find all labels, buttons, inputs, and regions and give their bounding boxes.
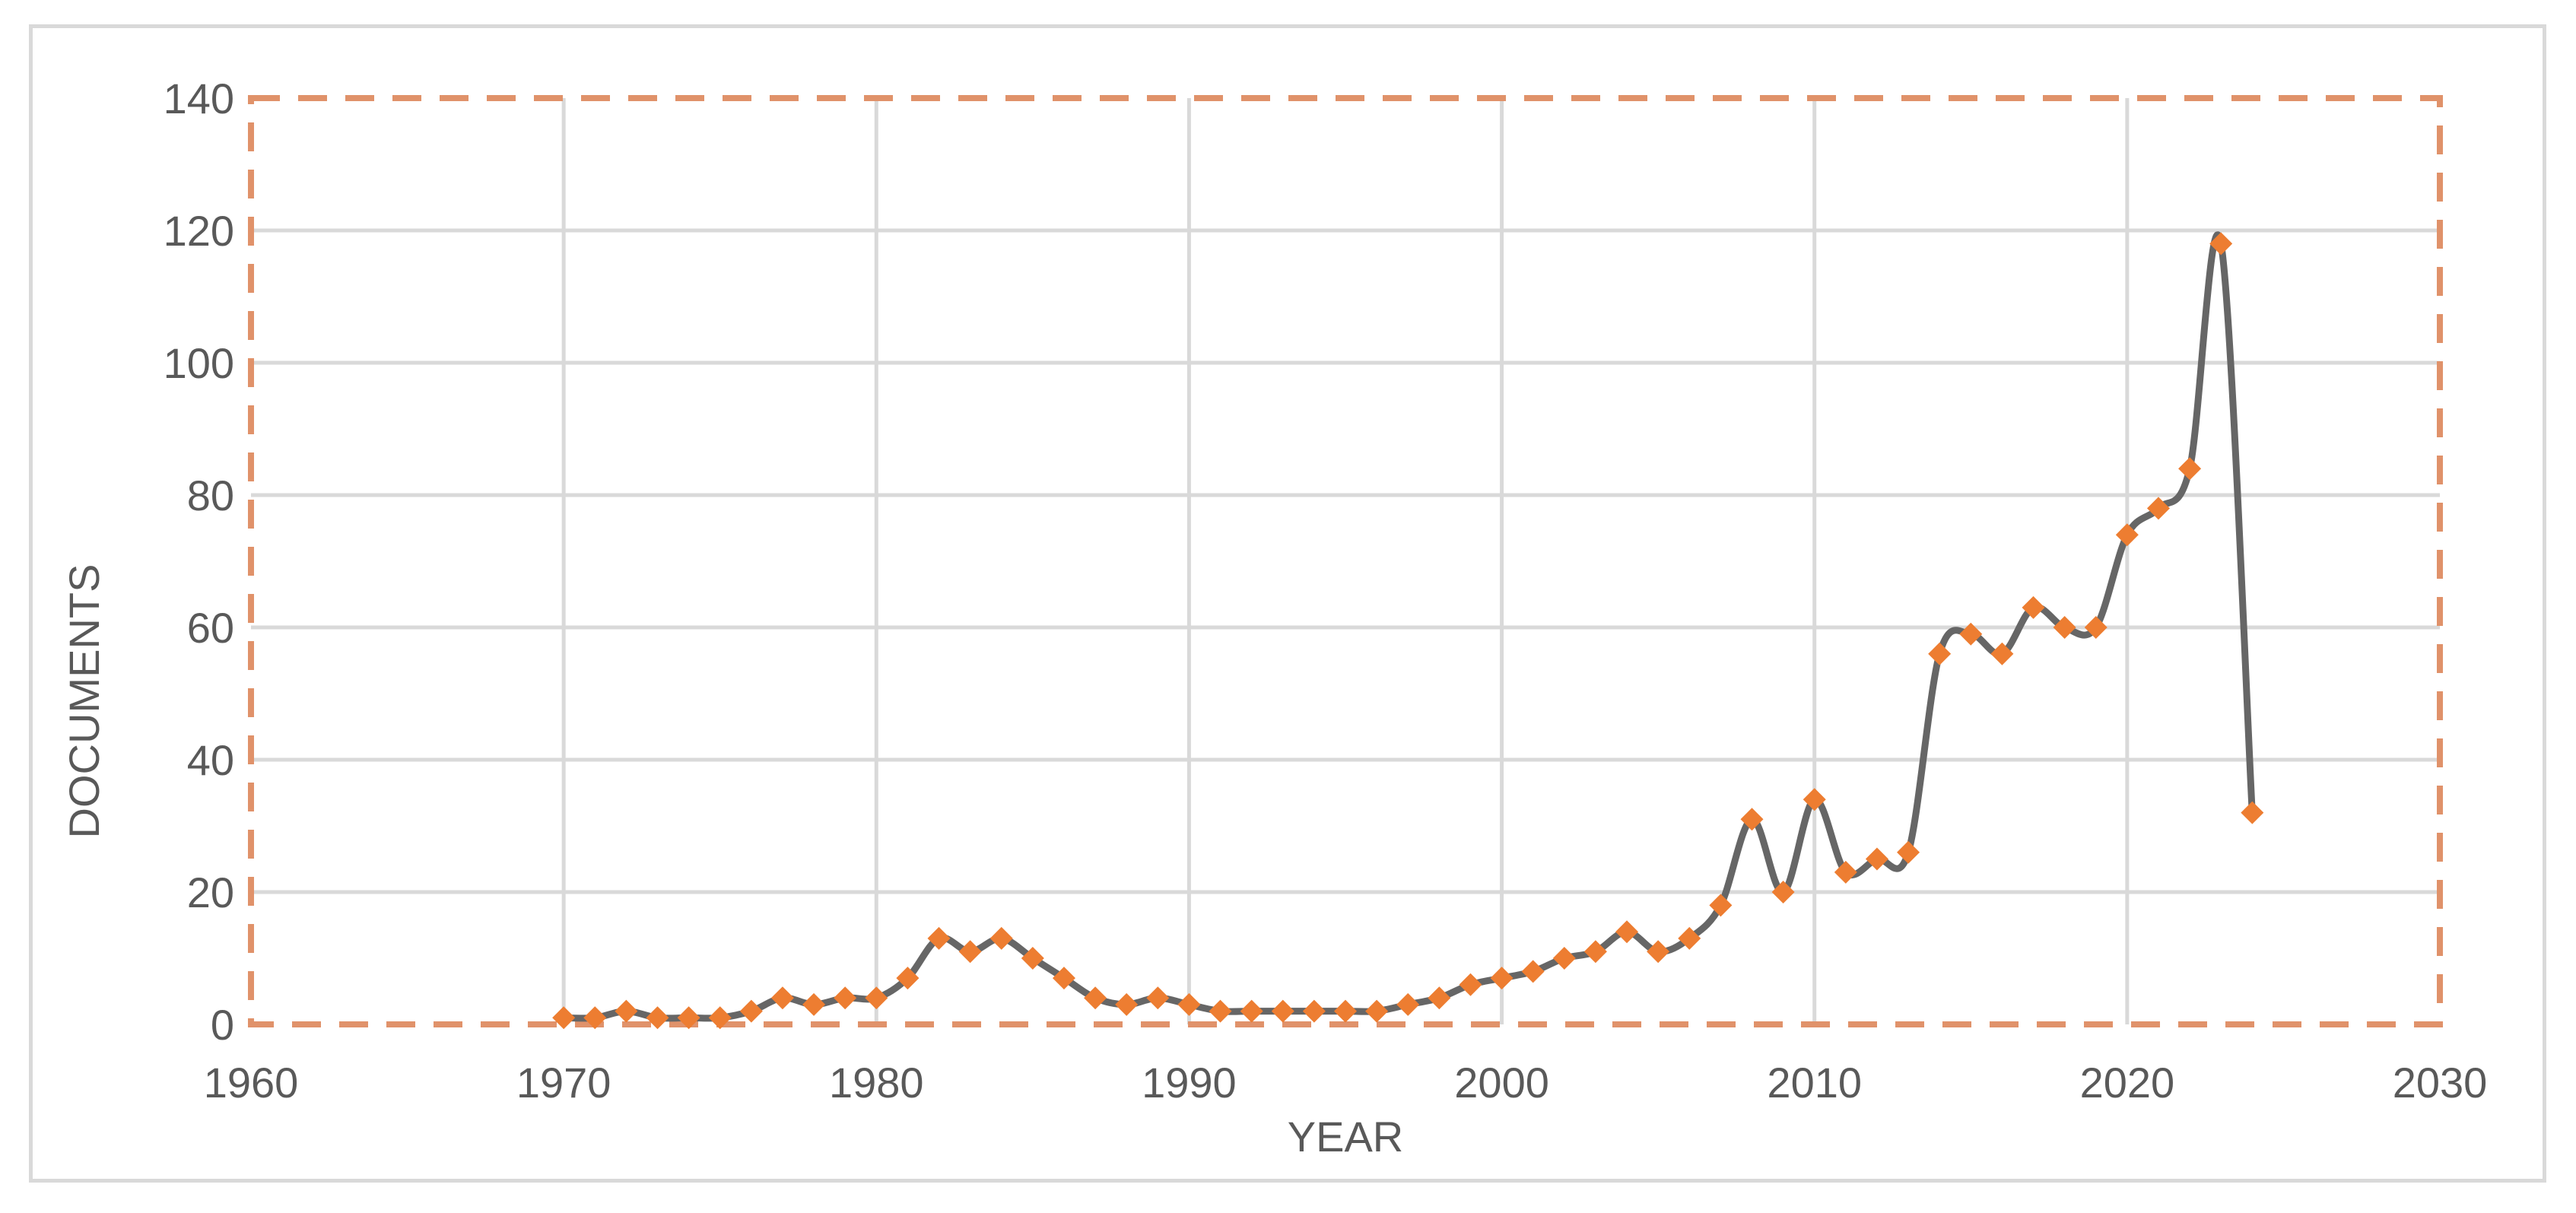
data-point-2024: [2241, 801, 2264, 824]
data-point-2000: [1490, 967, 1514, 990]
y-tick-label: 100: [164, 339, 234, 387]
data-point-1972: [615, 999, 638, 1023]
data-point-2011: [1834, 860, 1857, 884]
data-point-2002: [1552, 947, 1576, 970]
data-point-2013: [1897, 840, 1920, 864]
data-point-1992: [1240, 999, 1263, 1023]
data-point-1975: [708, 1006, 732, 1030]
data-point-2008: [1740, 808, 1764, 831]
data-point-1980: [865, 986, 888, 1010]
y-tick-label: 140: [164, 75, 234, 122]
x-axis-tick-labels: 1960 1970 1980 1990 2000 2010 2020 2030: [204, 1059, 2488, 1107]
data-point-1999: [1459, 973, 1482, 996]
data-point-1989: [1146, 986, 1170, 1010]
data-point-1984: [989, 926, 1013, 950]
data-point-1994: [1302, 999, 1326, 1023]
data-point-2020: [2115, 523, 2139, 547]
x-tick-label: 1960: [204, 1059, 299, 1107]
data-point-1990: [1177, 992, 1201, 1016]
data-point-1995: [1334, 999, 1357, 1023]
data-point-1978: [802, 992, 826, 1016]
y-tick-label: 120: [164, 207, 234, 255]
data-point-2016: [1990, 642, 2014, 665]
data-point-2001: [1521, 960, 1545, 983]
y-tick-label: 60: [187, 604, 234, 652]
x-tick-label: 2000: [1454, 1059, 1549, 1107]
data-point-1982: [927, 926, 951, 950]
series-markers: [552, 232, 2264, 1030]
data-point-2017: [2022, 595, 2045, 619]
data-point-1985: [1021, 947, 1044, 970]
data-point-2010: [1803, 788, 1826, 811]
data-point-1970: [552, 1006, 576, 1030]
plot-area-border: [248, 95, 2443, 1027]
data-point-1981: [896, 967, 920, 990]
x-tick-label: 2020: [2080, 1059, 2175, 1107]
x-tick-label: 2030: [2393, 1059, 2488, 1107]
data-point-2018: [2053, 616, 2076, 639]
data-point-1998: [1428, 986, 1451, 1010]
y-tick-label: 80: [187, 472, 234, 519]
data-point-1979: [834, 986, 857, 1010]
x-tick-label: 1970: [516, 1059, 611, 1107]
data-point-1991: [1209, 999, 1232, 1023]
data-point-1983: [958, 940, 982, 964]
data-point-2007: [1709, 894, 1733, 917]
data-point-2012: [1865, 847, 1888, 871]
data-point-1976: [739, 999, 763, 1023]
y-axis-title: DOCUMENTS: [60, 564, 108, 839]
data-point-2023: [2209, 232, 2233, 256]
x-axis-title: YEAR: [1288, 1113, 1404, 1161]
y-axis-tick-labels: 0 20 40 60 80 100 120 140: [164, 75, 234, 1049]
data-point-1993: [1271, 999, 1294, 1023]
data-point-2021: [2146, 497, 2170, 520]
data-point-2006: [1678, 926, 1701, 950]
x-tick-label: 1990: [1142, 1059, 1237, 1107]
data-point-1987: [1084, 986, 1107, 1010]
data-point-2015: [1959, 622, 1983, 646]
data-point-2005: [1647, 940, 1670, 964]
data-point-1974: [677, 1006, 700, 1030]
y-tick-label: 40: [187, 736, 234, 784]
data-point-2022: [2178, 457, 2202, 481]
data-point-1996: [1365, 999, 1389, 1023]
data-point-2003: [1583, 940, 1607, 964]
data-point-1973: [646, 1006, 669, 1030]
x-tick-label: 1980: [829, 1059, 924, 1107]
data-point-1988: [1115, 992, 1139, 1016]
data-point-1997: [1396, 992, 1420, 1016]
gridlines: [251, 98, 2440, 1024]
data-point-1977: [770, 986, 794, 1010]
data-point-2014: [1928, 642, 1952, 665]
data-point-1986: [1052, 967, 1075, 990]
y-tick-label: 0: [211, 1001, 234, 1049]
data-point-2009: [1771, 881, 1795, 903]
data-point-2004: [1615, 920, 1639, 944]
x-tick-label: 2010: [1767, 1059, 1862, 1107]
data-point-1971: [583, 1006, 607, 1030]
y-tick-label: 20: [187, 868, 234, 916]
plot-area-outline: [248, 95, 2443, 1027]
data-point-2019: [2084, 616, 2107, 639]
